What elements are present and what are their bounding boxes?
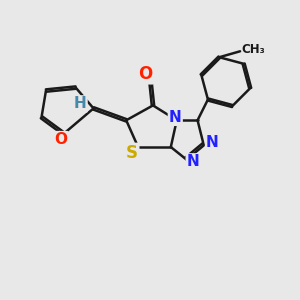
Text: H: H (74, 96, 86, 111)
Text: N: N (206, 135, 219, 150)
Text: S: S (126, 144, 138, 162)
Text: O: O (138, 65, 153, 83)
Text: O: O (54, 132, 67, 147)
Text: N: N (169, 110, 182, 125)
Text: CH₃: CH₃ (242, 43, 265, 56)
Text: N: N (187, 154, 200, 169)
